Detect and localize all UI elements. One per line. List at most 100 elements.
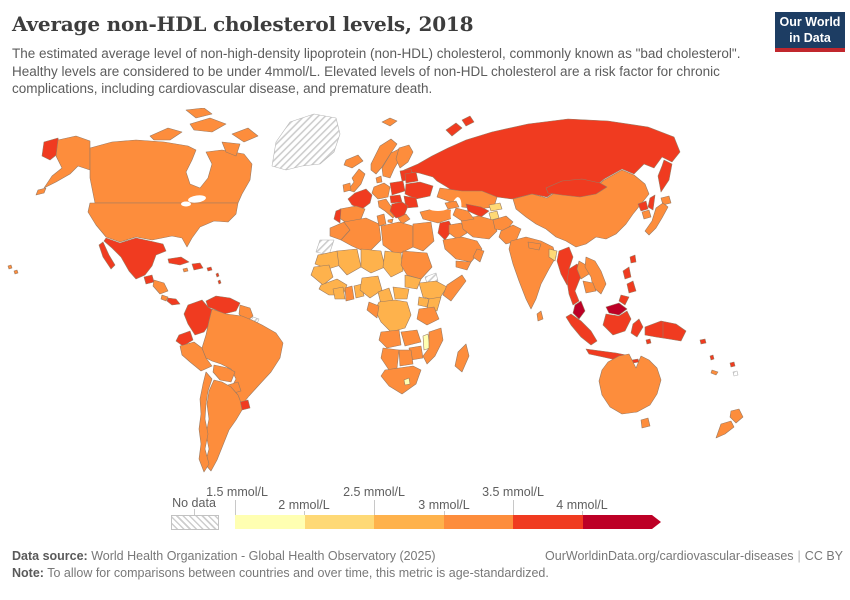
country-ukraine[interactable] (404, 181, 434, 200)
country-nepal[interactable] (527, 241, 542, 251)
country-malaysia[interactable] (572, 300, 586, 320)
owid-logo[interactable]: Our World in Data (775, 12, 845, 52)
country-indonesia[interactable] (602, 310, 632, 336)
country-pacific-territory[interactable] (732, 370, 739, 377)
country-somalia[interactable] (442, 274, 467, 302)
country-tunisia[interactable] (376, 213, 387, 227)
country-uzbekistan[interactable] (465, 203, 490, 218)
country-ecuador[interactable] (175, 330, 194, 347)
country-lesser-antilles[interactable] (215, 272, 220, 278)
country-fiji[interactable] (729, 361, 736, 368)
country-iran[interactable] (460, 215, 498, 240)
country-south-korea[interactable] (641, 209, 652, 220)
country-mauritania[interactable] (314, 250, 342, 270)
country-papua-new-guinea[interactable] (644, 320, 687, 342)
country-germany[interactable] (371, 182, 391, 200)
country-canada[interactable] (89, 139, 253, 204)
country-russia[interactable] (657, 159, 673, 193)
country-mongolia[interactable] (545, 178, 608, 198)
country-united-states[interactable] (87, 202, 239, 248)
country-philippines[interactable] (618, 294, 630, 306)
legend-bin-swatch[interactable] (582, 515, 652, 529)
legend-bin-swatch[interactable] (374, 515, 444, 529)
legend-bin-swatch[interactable] (443, 515, 513, 529)
country-argentina[interactable] (204, 379, 243, 472)
country-egypt[interactable] (412, 221, 435, 252)
country-drc[interactable] (374, 299, 412, 333)
country-ethiopia[interactable] (418, 280, 448, 302)
country-cuba[interactable] (167, 256, 190, 266)
country-chad[interactable] (382, 250, 404, 278)
country-italy[interactable] (387, 218, 394, 224)
country-sudan[interactable] (400, 250, 433, 280)
country-south-africa[interactable] (380, 365, 422, 395)
country-central-african-republic[interactable] (392, 286, 410, 300)
country-philippines[interactable] (626, 280, 637, 294)
country-australia[interactable] (640, 417, 651, 429)
legend-bin-swatch[interactable] (513, 515, 583, 529)
country-vanuatu[interactable] (709, 354, 715, 361)
country-new-zealand[interactable] (715, 420, 735, 439)
country-oman[interactable] (472, 248, 485, 263)
country-haiti-dominican-republic[interactable] (191, 262, 204, 271)
country-denmark[interactable] (375, 175, 383, 184)
country-malaysia[interactable] (605, 302, 628, 316)
country-mali[interactable] (336, 248, 362, 276)
country-new-zealand[interactable] (729, 408, 744, 424)
country-japan[interactable] (660, 195, 672, 206)
country-nigeria[interactable] (359, 275, 383, 299)
country-georgia-azerbaijan[interactable] (444, 200, 460, 210)
country-guatemala[interactable] (143, 274, 155, 285)
country-congo[interactable] (366, 301, 380, 319)
country-lesotho[interactable] (403, 377, 411, 386)
country-philippines[interactable] (622, 266, 632, 280)
country-indonesia[interactable] (645, 338, 652, 345)
country-cambodia[interactable] (582, 280, 597, 294)
country-solomon-islands[interactable] (699, 338, 707, 345)
country-chile[interactable] (198, 371, 213, 473)
country-central-europe[interactable] (389, 194, 403, 204)
country-kazakhstan[interactable] (436, 187, 498, 210)
country-bangladesh[interactable] (548, 248, 558, 262)
country-france[interactable] (347, 188, 373, 210)
country-norway[interactable] (381, 117, 398, 127)
country-australia[interactable] (598, 353, 662, 415)
country-indonesia[interactable] (630, 318, 644, 338)
country-mexico[interactable] (103, 237, 167, 280)
country-niger[interactable] (360, 248, 386, 274)
country-algeria[interactable] (340, 217, 382, 254)
country-jamaica[interactable] (182, 267, 189, 273)
footer-url[interactable]: OurWorldinData.org/cardiovascular-diseas… (545, 549, 794, 563)
country-canada[interactable] (231, 127, 259, 143)
country-united-states[interactable] (13, 269, 19, 275)
country-russia[interactable] (461, 115, 475, 127)
legend-bin-swatch[interactable] (235, 515, 305, 529)
country-vietnam[interactable] (584, 256, 607, 295)
country-peru[interactable] (179, 341, 213, 372)
country-angola[interactable] (378, 329, 402, 349)
country-canada[interactable] (149, 127, 183, 141)
country-turkmenistan[interactable] (452, 207, 475, 222)
country-yemen[interactable] (455, 260, 472, 271)
country-united-kingdom[interactable] (347, 168, 366, 193)
country-canada[interactable] (185, 108, 213, 119)
country-botswana[interactable] (398, 349, 414, 367)
country-indonesia[interactable] (565, 313, 598, 346)
country-panama[interactable] (166, 297, 181, 306)
country-south-sudan[interactable] (404, 274, 422, 290)
country-mozambique[interactable] (422, 327, 444, 365)
country-greenland[interactable] (271, 113, 341, 171)
legend-no-data-swatch[interactable] (171, 515, 219, 530)
country-madagascar[interactable] (454, 343, 470, 373)
country-japan[interactable] (644, 202, 669, 236)
country-united-states[interactable] (43, 135, 91, 189)
legend-bin-swatch[interactable] (304, 515, 374, 529)
country-uganda[interactable] (417, 296, 430, 308)
country-libya[interactable] (380, 221, 414, 256)
country-russia[interactable] (445, 122, 463, 137)
country-iceland[interactable] (343, 154, 364, 169)
country-greece[interactable] (397, 213, 411, 225)
country-honduras[interactable] (152, 279, 169, 295)
country-lesser-antilles[interactable] (217, 279, 222, 285)
country-bolivia[interactable] (212, 364, 236, 383)
